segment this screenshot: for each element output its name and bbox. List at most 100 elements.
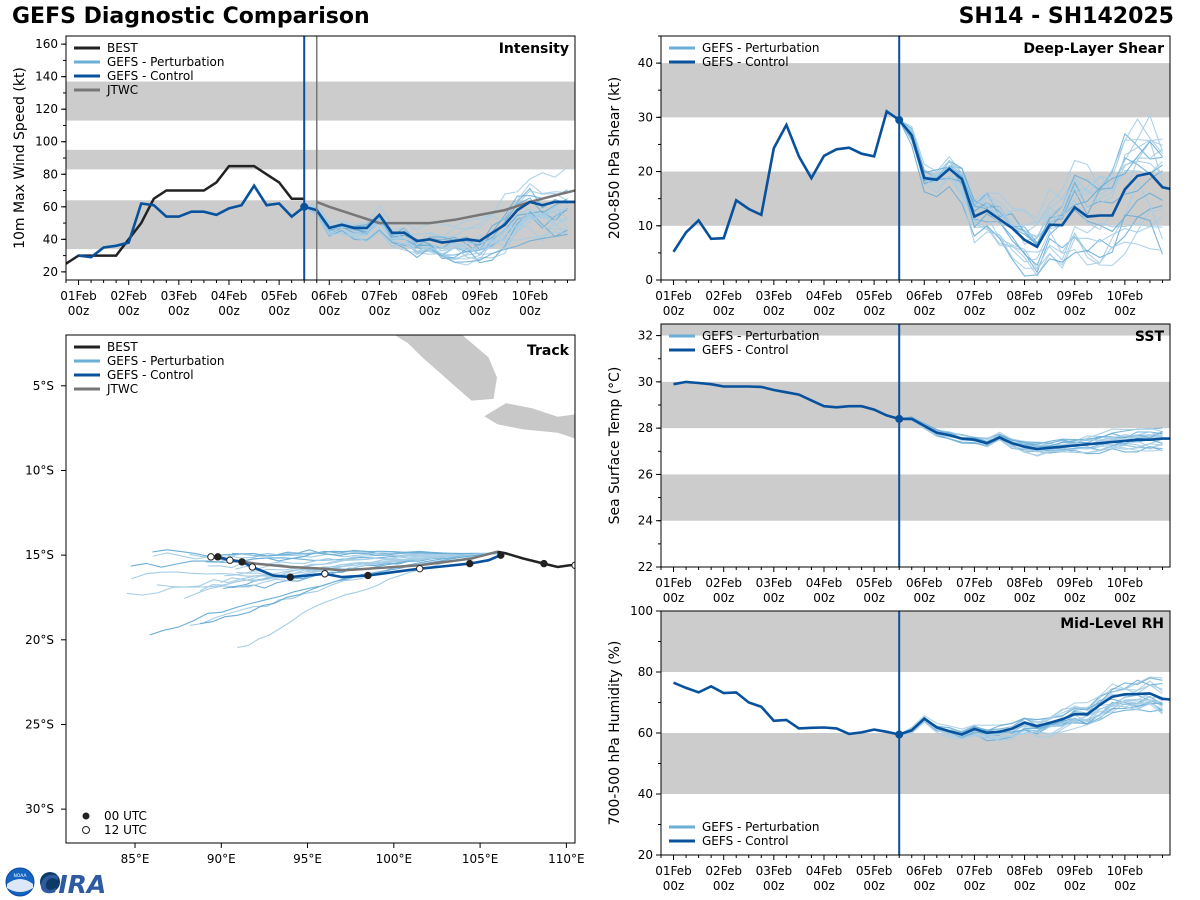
x-tick-label-day: 02Feb bbox=[705, 864, 742, 878]
panel-intensity: 2040608010012014016001Feb00z02Feb00z03Fe… bbox=[12, 35, 576, 318]
y-tick-label: 100 bbox=[630, 604, 653, 618]
x-tick-label-day: 08Feb bbox=[1006, 864, 1043, 878]
x-tick-label-hour: 00z bbox=[469, 304, 491, 318]
x-tick-label-day: 10Feb bbox=[1107, 289, 1144, 303]
y-tick-label: 80 bbox=[43, 167, 58, 181]
noaa-logo-wave bbox=[7, 879, 33, 892]
marker-00utc bbox=[466, 559, 474, 568]
y-tick-label: 20 bbox=[638, 165, 653, 179]
perturbation-line bbox=[899, 417, 1163, 447]
y-axis-label: 10m Max Wind Speed (kt) bbox=[12, 67, 28, 249]
y-tick-label: 20 bbox=[43, 265, 58, 279]
legend-label-pert: GEFS - Perturbation bbox=[107, 354, 224, 368]
marker-12utc bbox=[226, 556, 234, 564]
legend-label-pert: GEFS - Perturbation bbox=[702, 329, 819, 343]
threshold-band bbox=[661, 611, 1170, 672]
x-tick-label-hour: 00z bbox=[168, 304, 190, 318]
x-tick-label-hour: 00z bbox=[1014, 879, 1036, 893]
x-tick-label-hour: 00z bbox=[1064, 304, 1086, 318]
legend-label-pert: GEFS - Perturbation bbox=[107, 55, 224, 69]
y-tick-label: 60 bbox=[43, 200, 58, 214]
perturbation-line bbox=[303, 206, 568, 253]
perturbation-track bbox=[131, 552, 498, 580]
x-tick-label-hour: 00z bbox=[419, 304, 441, 318]
y-tick-label: 160 bbox=[35, 37, 58, 51]
x-tick-label-day: 10Feb bbox=[1107, 576, 1144, 590]
lat-tick-label: 30°S bbox=[25, 802, 54, 816]
perturbation-line bbox=[898, 677, 1163, 736]
storm-id-title: SH14 - SH142025 bbox=[958, 4, 1174, 29]
panel-title: Deep-Layer Shear bbox=[1023, 41, 1164, 57]
init-marker bbox=[300, 202, 309, 211]
legend-00utc-marker bbox=[82, 812, 90, 820]
marker-00utc bbox=[214, 553, 222, 561]
x-tick-label-hour: 00z bbox=[763, 304, 785, 318]
x-tick-label-hour: 00z bbox=[763, 879, 785, 893]
perturbation-track bbox=[220, 552, 498, 584]
legend-label-jtwc: JTWC bbox=[106, 83, 138, 97]
control-line bbox=[78, 183, 575, 259]
x-tick-label-hour: 00z bbox=[268, 304, 290, 318]
panel-title: Intensity bbox=[499, 41, 569, 57]
x-tick-label-day: 05Feb bbox=[856, 289, 893, 303]
panel-track: 85°E 90°E 95°E 100°E 105°E 110°E 5°S 10°S 15°S 20… bbox=[25, 334, 585, 866]
legend-label-ctrl: GEFS - Control bbox=[702, 55, 789, 69]
axes-frame bbox=[660, 35, 1171, 281]
x-tick-label-day: 02Feb bbox=[110, 289, 147, 303]
x-tick-label-day: 08Feb bbox=[1006, 289, 1043, 303]
x-tick-label-day: 06Feb bbox=[906, 864, 943, 878]
threshold-band bbox=[661, 63, 1170, 118]
x-tick-label-hour: 00z bbox=[663, 304, 685, 318]
legend-12utc-label: 12 UTC bbox=[104, 823, 147, 837]
perturbation-line bbox=[898, 119, 1163, 266]
perturbation-line bbox=[898, 119, 1163, 246]
y-tick-label: 10 bbox=[638, 219, 653, 233]
x-tick-label-day: 03Feb bbox=[756, 289, 793, 303]
y-tick-label: 32 bbox=[638, 329, 653, 343]
y-tick-label: 30 bbox=[638, 375, 653, 389]
x-tick-label-day: 09Feb bbox=[461, 289, 498, 303]
x-tick-label-hour: 00z bbox=[964, 879, 986, 893]
x-tick-label-day: 06Feb bbox=[906, 576, 943, 590]
panel-title: Track bbox=[527, 343, 570, 359]
y-tick-label: 40 bbox=[43, 232, 58, 246]
cira-logo: NOAA CIRA bbox=[5, 867, 106, 898]
best-track bbox=[497, 550, 575, 569]
legend-label-pert: GEFS - Perturbation bbox=[702, 820, 819, 834]
legend-label-jtwc: JTWC bbox=[106, 382, 138, 396]
x-tick-label-hour: 00z bbox=[218, 304, 240, 318]
x-tick-label-day: 08Feb bbox=[411, 289, 448, 303]
perturbation-line bbox=[898, 119, 1163, 238]
x-tick-label-day: 07Feb bbox=[956, 576, 993, 590]
x-tick-label-day: 10Feb bbox=[512, 289, 549, 303]
x-tick-label-hour: 00z bbox=[913, 304, 935, 318]
marker-00utc bbox=[497, 551, 505, 559]
y-axis-label: Sea Surface Temp (°C) bbox=[607, 367, 623, 525]
x-tick-label-hour: 00z bbox=[713, 591, 735, 605]
x-tick-label-hour: 00z bbox=[663, 879, 685, 893]
y-tick-label: 26 bbox=[638, 467, 653, 481]
x-tick-label-hour: 00z bbox=[713, 879, 735, 893]
x-tick-label-hour: 00z bbox=[964, 591, 986, 605]
x-tick-label-day: 05Feb bbox=[261, 289, 298, 303]
lon-tick-label: 105°E bbox=[462, 852, 499, 866]
perturbation-line bbox=[898, 119, 1163, 226]
x-tick-label-day: 03Feb bbox=[756, 576, 793, 590]
x-tick-label-hour: 00z bbox=[318, 304, 340, 318]
x-tick-label-day: 04Feb bbox=[806, 289, 843, 303]
y-tick-label: 100 bbox=[35, 135, 58, 149]
panel-rh: 2040608010001Feb00z02Feb00z03Feb00z04Feb… bbox=[607, 604, 1171, 893]
x-tick-label-hour: 00z bbox=[913, 879, 935, 893]
panel-title: SST bbox=[1135, 329, 1165, 345]
legend-label-ctrl: GEFS - Control bbox=[107, 69, 194, 83]
y-tick-label: 22 bbox=[638, 560, 653, 574]
y-tick-label: 0 bbox=[645, 273, 653, 287]
x-tick-label-day: 07Feb bbox=[956, 864, 993, 878]
x-tick-label-day: 05Feb bbox=[856, 576, 893, 590]
threshold-band bbox=[66, 149, 575, 170]
marker-12utc bbox=[416, 564, 424, 573]
perturbation-line bbox=[899, 417, 1163, 445]
legend-label-best: BEST bbox=[107, 340, 138, 354]
map-area bbox=[126, 335, 575, 649]
marker-12utc bbox=[321, 570, 329, 578]
